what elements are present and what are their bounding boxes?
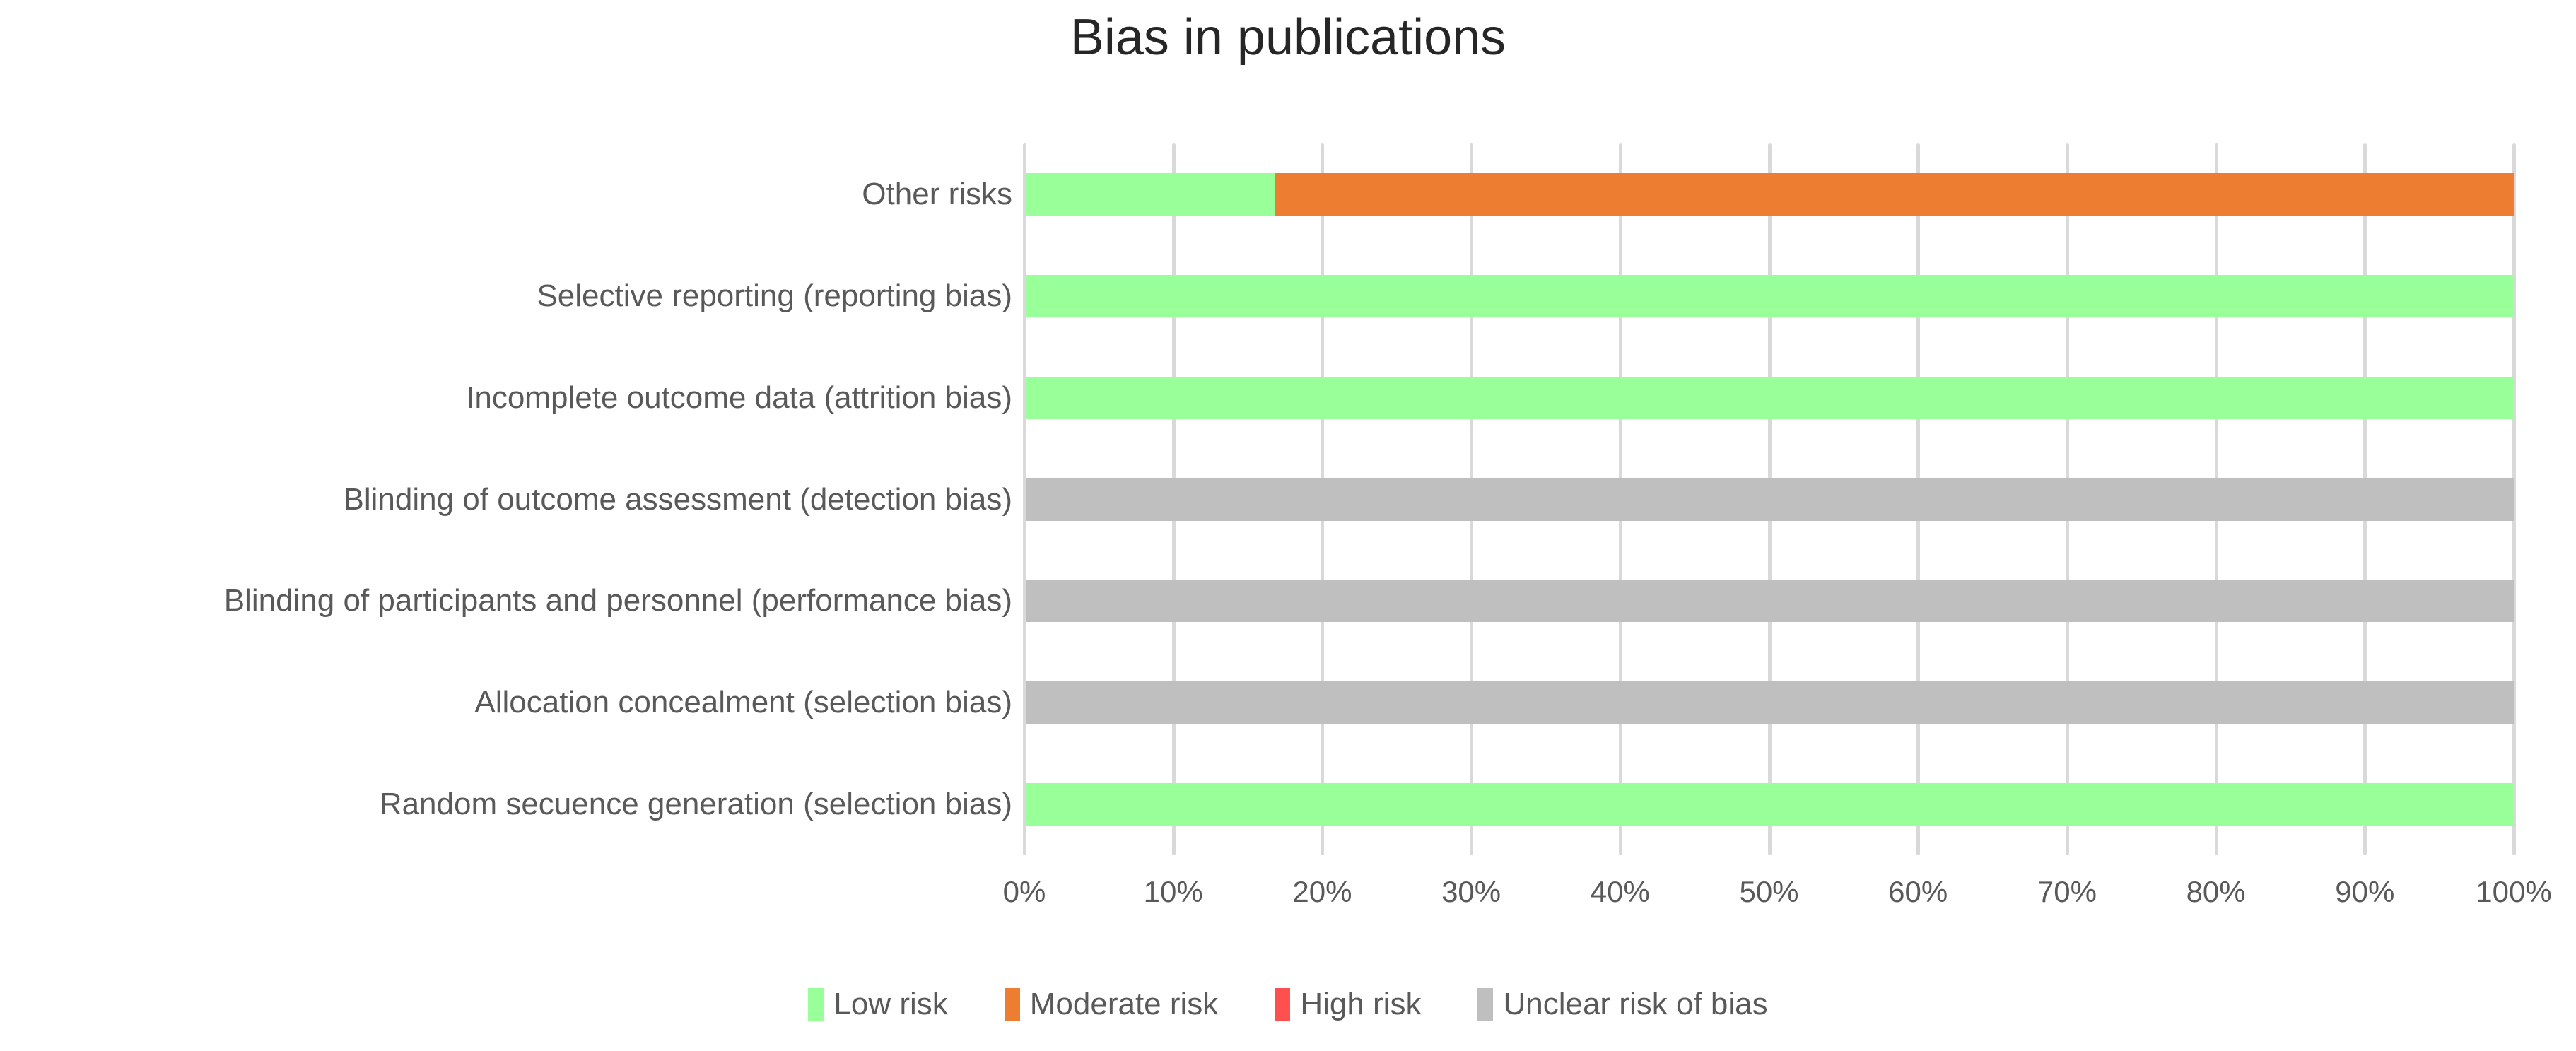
bar-row bbox=[1026, 580, 2514, 623]
bar-segment-moderate-risk bbox=[1274, 172, 2514, 216]
x-tick-label: 70% bbox=[2037, 875, 2097, 908]
legend-swatch-moderate-risk bbox=[1004, 988, 1020, 1021]
category-label: Blinding of outcome assessment (detectio… bbox=[343, 481, 1013, 517]
x-tick-label: 90% bbox=[2335, 875, 2395, 908]
bar-row bbox=[1026, 783, 2514, 826]
category-label: Allocation concealment (selection bias) bbox=[474, 685, 1012, 720]
x-tick-label: 100% bbox=[2476, 875, 2552, 908]
bar-row bbox=[1026, 172, 2514, 216]
chart-title: Bias in publications bbox=[1070, 9, 1506, 66]
bar-segment-unclear-risk-of-bias bbox=[1026, 681, 2514, 724]
x-tick-label: 60% bbox=[1888, 875, 1948, 908]
bar-segment-low-risk bbox=[1026, 274, 2514, 317]
legend: Low risk Moderate risk High risk Unclear ri… bbox=[0, 987, 2576, 1022]
category-label: Incomplete outcome data (attrition bias) bbox=[466, 380, 1012, 415]
bar-segment-low-risk bbox=[1026, 783, 2514, 826]
bar-row bbox=[1026, 681, 2514, 724]
legend-swatch-high-risk bbox=[1275, 988, 1291, 1021]
x-tick-label: 50% bbox=[1739, 875, 1799, 908]
category-label: Selective reporting (reporting bias) bbox=[537, 278, 1012, 313]
legend-item: Moderate risk bbox=[1004, 987, 1219, 1022]
legend-item: High risk bbox=[1275, 987, 1421, 1022]
x-tick-label: 0% bbox=[1002, 875, 1046, 908]
bar-segment-low-risk bbox=[1026, 172, 1275, 216]
bar-row bbox=[1026, 376, 2514, 419]
bar-segment-low-risk bbox=[1026, 376, 2514, 419]
bar-segment-unclear-risk-of-bias bbox=[1026, 478, 2514, 521]
legend-label: Low risk bbox=[833, 987, 948, 1021]
plot-area bbox=[1023, 143, 2516, 855]
x-tick-label: 30% bbox=[1441, 875, 1501, 908]
x-tick-label: 80% bbox=[2186, 875, 2246, 908]
bar-row bbox=[1026, 274, 2514, 317]
legend-swatch-unclear-risk-of-bias bbox=[1477, 988, 1494, 1021]
legend-label: Unclear risk of bias bbox=[1503, 987, 1768, 1021]
legend-item: Unclear risk of bias bbox=[1477, 987, 1768, 1022]
legend-swatch-low-risk bbox=[808, 988, 824, 1021]
legend-item: Low risk bbox=[808, 987, 948, 1022]
category-label: Other risks bbox=[862, 176, 1012, 211]
legend-label: Moderate risk bbox=[1029, 987, 1219, 1021]
legend-label: High risk bbox=[1300, 987, 1422, 1021]
x-tick-label: 40% bbox=[1590, 875, 1650, 908]
gridline-100% bbox=[2512, 143, 2516, 855]
x-tick-label: 20% bbox=[1292, 875, 1352, 908]
category-label: Blinding of participants and personnel (… bbox=[223, 583, 1012, 618]
bar-row bbox=[1026, 478, 2514, 521]
bar-segment-unclear-risk-of-bias bbox=[1026, 580, 2514, 623]
gridline-0% bbox=[1023, 143, 1026, 855]
x-tick-label: 10% bbox=[1143, 875, 1203, 908]
category-label: Random secuence generation (selection bi… bbox=[379, 787, 1012, 822]
